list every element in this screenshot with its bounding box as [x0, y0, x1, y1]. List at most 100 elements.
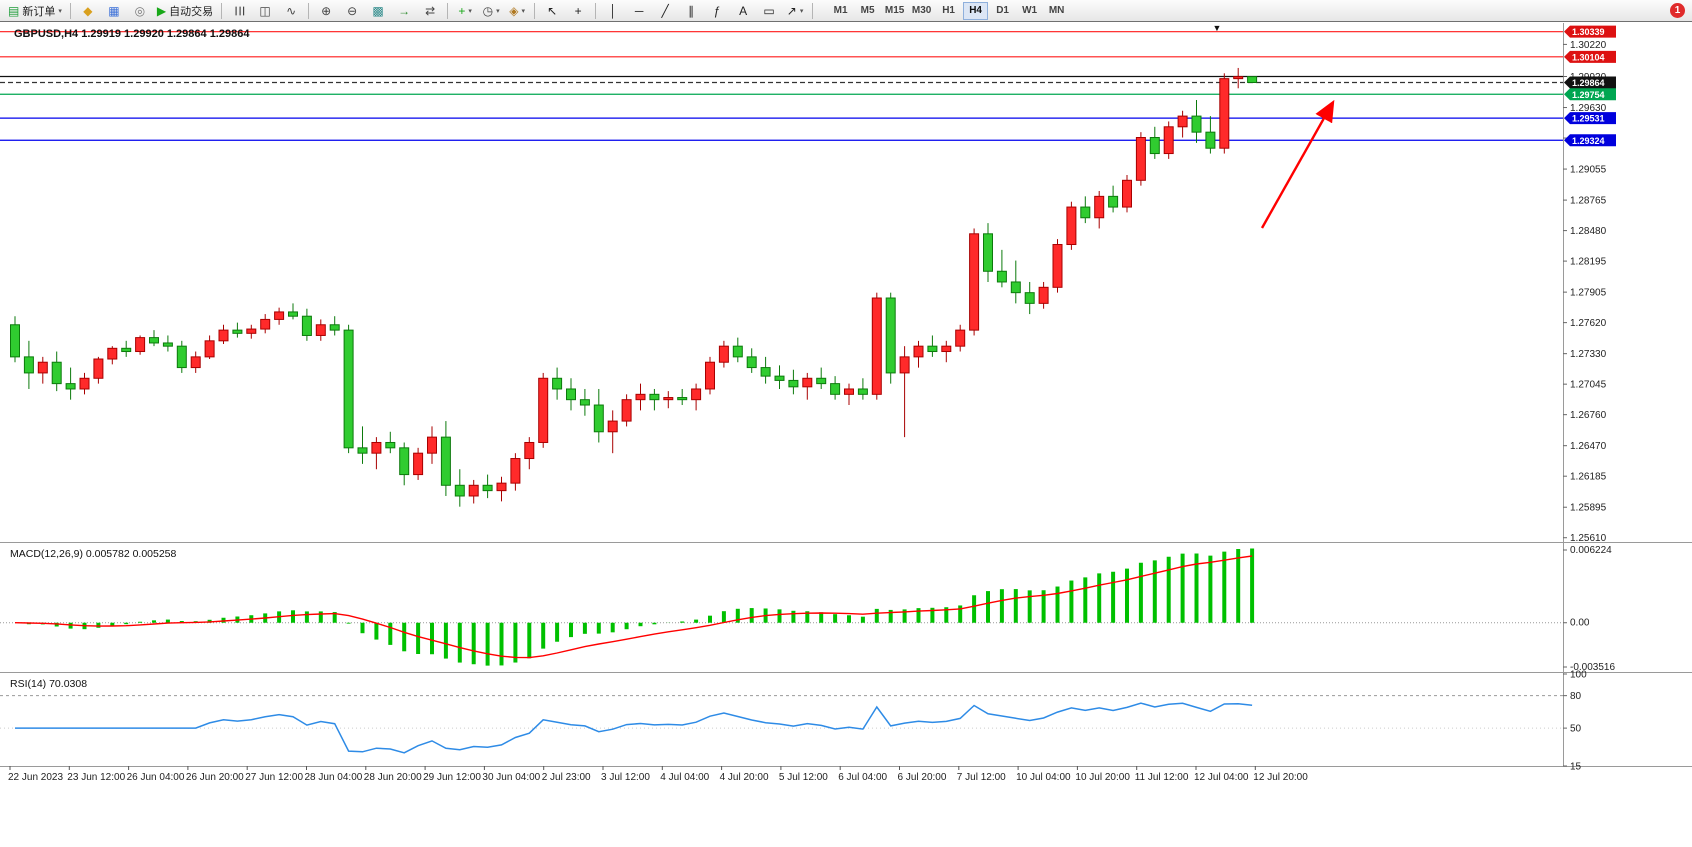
indicators-icon: +	[458, 3, 466, 18]
time-axis-label: 6 Jul 04:00	[838, 772, 887, 783]
price-axis-label: 1.28480	[1570, 226, 1607, 237]
timeframe-w1-button[interactable]: W1	[1017, 2, 1042, 20]
candle	[37, 356, 48, 384]
candle	[135, 335, 146, 355]
rsi-title: RSI(14) 70.0308	[10, 678, 87, 690]
chart-title: GBPUSD,H4 1.29919 1.29920 1.29864 1.2986…	[14, 28, 250, 40]
timeframe-m15-button[interactable]: M15	[882, 2, 907, 20]
crosshair-button[interactable]: +	[565, 1, 591, 21]
candle	[274, 307, 285, 325]
new-order-button[interactable]: ▤ 新订单 ▾	[4, 1, 66, 21]
candle	[288, 303, 298, 320]
cursor-button[interactable]: ↖	[539, 1, 565, 21]
autotrade-label: 自动交易	[169, 5, 214, 18]
candle	[996, 249, 1007, 288]
indicators-button[interactable]: + ▾	[452, 1, 478, 21]
annotation-arrow[interactable]	[1260, 99, 1335, 229]
periods-caret-icon: ▾	[496, 7, 500, 15]
candle	[385, 431, 396, 454]
text-tool-button[interactable]: A	[730, 1, 756, 21]
time-axis-label: 4 Jul 04:00	[660, 772, 709, 783]
autotrade-icon: ▶	[156, 3, 167, 18]
candle	[552, 367, 563, 400]
candle	[329, 316, 340, 336]
price-axis-label: 1.25895	[1570, 503, 1607, 514]
candle	[746, 348, 757, 373]
candle	[566, 378, 576, 411]
horizontal-line-tool-button[interactable]: ─	[626, 1, 652, 21]
toolbar-separator	[308, 2, 310, 19]
templates-button[interactable]: ◈ ▾	[504, 1, 530, 21]
chart-shift-button[interactable]: ⇄	[417, 1, 443, 21]
channel-tool-button[interactable]: ∥	[678, 1, 704, 21]
time-axis-label: 2 Jul 23:00	[542, 772, 591, 783]
candlestick-mode-button[interactable]: ◫	[252, 1, 278, 21]
macd-signal-line	[14, 555, 1253, 659]
zoom-in-icon: ⊕	[321, 3, 332, 18]
auto-scroll-button[interactable]: →	[391, 1, 417, 21]
time-axis-label: 10 Jul 20:00	[1075, 772, 1130, 783]
line-chart-mode-icon: ∿	[286, 3, 297, 18]
time-axis-label: 11 Jul 12:00	[1135, 772, 1189, 783]
autotrade-button[interactable]: ▶ 自动交易	[153, 1, 217, 21]
toolbar: ▤ 新订单 ▾ ◆ ▦ ◎ ▶ 自动交易 ☰ ◫ ∿ ⊕ ⊖ ▩ → ⇄ + ▾ ◷ ▾ ◈ ▾ ↖ + │ ─ ╱ ∥ ƒ A ▭ ↗ ▾ M…	[0, 0, 1692, 22]
candle	[607, 410, 618, 454]
tile-windows-button[interactable]: ▩	[365, 1, 391, 21]
chart-shift-marker[interactable]: ▼	[1213, 23, 1222, 33]
vertical-line-tool-button[interactable]: │	[600, 1, 626, 21]
fibonacci-tool-icon: ƒ	[713, 3, 721, 18]
zoom-out-button[interactable]: ⊖	[339, 1, 365, 21]
timeframe-h4-button[interactable]: H4	[963, 1, 989, 20]
candle	[1149, 126, 1160, 159]
candle	[454, 469, 465, 507]
rsi-axis-label: 50	[1570, 724, 1582, 735]
time-axis-label: 30 Jun 04:00	[482, 772, 540, 783]
zoom-in-button[interactable]: ⊕	[313, 1, 339, 21]
candle	[969, 228, 980, 336]
candle	[1233, 67, 1244, 89]
price-badge: 1.29754	[1564, 88, 1616, 101]
timeframe-m30-button[interactable]: M30	[909, 2, 934, 20]
time-axis-label: 10 Jul 04:00	[1016, 772, 1071, 783]
price-badge-label: 1.30104	[1572, 52, 1605, 62]
bar-chart-mode-button[interactable]: ☰	[226, 1, 252, 21]
timeframe-h1-button[interactable]: H1	[936, 2, 961, 20]
candle	[93, 356, 104, 384]
line-chart-mode-button[interactable]: ∿	[278, 1, 304, 21]
candles	[10, 67, 1258, 507]
timeframe-m5-button[interactable]: M5	[855, 2, 880, 20]
periods-button[interactable]: ◷ ▾	[478, 1, 504, 21]
price-badge-label: 1.29864	[1572, 78, 1605, 88]
candle	[357, 426, 368, 464]
candle	[1122, 174, 1132, 213]
notification-badge[interactable]: 1	[1670, 3, 1685, 18]
auto-scroll-icon: →	[398, 3, 411, 18]
data-window-icon: ▦	[108, 3, 120, 18]
time-axis-label: 6 Jul 20:00	[898, 772, 947, 783]
indicators-caret-icon: ▾	[468, 7, 472, 15]
timeframe-d1-button[interactable]: D1	[990, 2, 1015, 20]
fibonacci-tool-button[interactable]: ƒ	[704, 1, 730, 21]
text-label-tool-button[interactable]: ▭	[756, 1, 782, 21]
timeframe-m1-button[interactable]: M1	[828, 2, 853, 20]
market-watch-button[interactable]: ◆	[75, 1, 101, 21]
trendline-tool-button[interactable]: ╱	[652, 1, 678, 21]
toolbar-separator	[69, 2, 71, 19]
candle	[162, 335, 173, 352]
arrows-tool-button[interactable]: ↗ ▾	[782, 1, 808, 21]
time-axis-label: 26 Jun 20:00	[186, 772, 244, 783]
candle	[23, 340, 34, 389]
candle	[788, 369, 799, 395]
timeframe-mn-button[interactable]: MN	[1044, 2, 1069, 20]
new-order-label: 新订单	[22, 5, 56, 18]
navigator-button[interactable]: ◎	[127, 1, 153, 21]
candle	[1205, 116, 1216, 154]
candle	[204, 335, 215, 360]
data-window-button[interactable]: ▦	[101, 1, 127, 21]
candle	[677, 388, 688, 406]
candle	[663, 391, 674, 409]
candle	[427, 426, 437, 464]
templates-icon: ◈	[509, 3, 519, 18]
